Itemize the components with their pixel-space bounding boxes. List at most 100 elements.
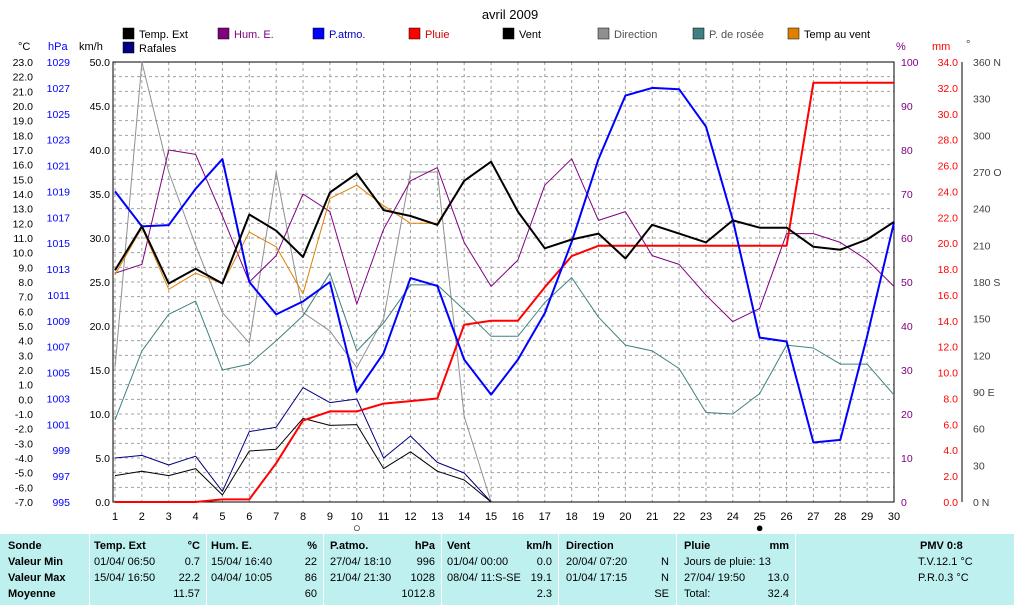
tick-label: 0.0 [95, 497, 110, 509]
legend-item: Hum. E. [217, 27, 274, 41]
x-tick-label: 4 [193, 511, 199, 523]
tick-label: 1019 [47, 186, 71, 198]
direction-max-date: 01/04/ 17:15 [566, 572, 628, 584]
pmv-title: PMV 0:8 [920, 540, 963, 552]
patmo-max-date: 21/04/ 21:30 [330, 572, 392, 584]
legend-swatch [597, 27, 610, 40]
stats-col-direction: Direction 20/04/ 07:20 N 01/04/ 17:15 N SE [566, 534, 669, 605]
x-tick-label: 19 [592, 511, 604, 523]
x-tick-label: 7 [273, 511, 279, 523]
legend-swatch [122, 41, 135, 54]
patmo-min-date: 27/04/ 18:10 [330, 556, 392, 568]
legend-label: Temp au vent [804, 29, 870, 41]
tick-label: 32.0 [938, 83, 959, 95]
tick-label: -7.0 [15, 497, 33, 509]
tick-label: 10 [901, 453, 913, 465]
tick-label: 90 [901, 101, 913, 113]
tick-label: 22.0 [938, 212, 959, 224]
tick-label: 7.0 [18, 292, 33, 304]
series-vent [114, 417, 492, 503]
vent-title: Vent [447, 540, 471, 552]
chart-axes: 23.022.021.020.019.018.017.016.015.014.0… [13, 39, 1002, 523]
legend-item: Temp au vent [787, 27, 870, 41]
sonde-title: Sonde [8, 540, 42, 552]
rain-axis: 34.0 32.0 30.0 28.0 26.0 24.0 22.0 20.0 18.0 16.0… [938, 57, 959, 509]
patmo-title: P.atmo. [330, 540, 369, 552]
stats-col-hum: Hum. E.% 15/04/ 16:40 22 04/04/ 10:05 86 6… [211, 534, 317, 605]
tick-label: 30 [973, 460, 985, 472]
stats-col-vent: Vent km/h 01/04/ 00:00 0.0 08/04/ 11:S-SE 1… [447, 534, 552, 605]
x-tick-label: 9 [327, 511, 333, 523]
tick-label: 90 E [973, 387, 995, 399]
tick-label: 20.0 [13, 101, 34, 113]
label-avg: Moyenne [8, 588, 56, 600]
direction-max-value: N [661, 572, 669, 584]
x-tick-label: 22 [673, 511, 685, 523]
temp-axis: 23.0 22.0 21.0 20.0 19.0 18.0 17.0 16.0 15.0 14.0… [13, 57, 34, 509]
tick-label: 0 N [973, 497, 989, 509]
tick-label: 12.0 [938, 342, 959, 354]
tick-label: 70 [901, 189, 913, 201]
tick-label: 10.0 [13, 248, 34, 260]
temp-axis-unit: °C [18, 41, 30, 53]
pressure-axis-unit: hPa [48, 41, 68, 53]
tick-label: 180 S [973, 277, 1000, 289]
temp-unit: °C [187, 540, 200, 552]
tick-label: 330 [973, 94, 991, 106]
series-line [114, 387, 492, 503]
tick-label: 0.0 [943, 497, 958, 509]
tick-label: 30 [901, 365, 913, 377]
tick-label: 35.0 [90, 189, 111, 201]
tick-label: 23.0 [13, 57, 34, 69]
series-pluie [115, 81, 894, 503]
stats-col-pluie: Pluie mm Jours de pluie: 13 27/04/ 19:50 1… [684, 534, 789, 605]
tick-label: 1025 [47, 109, 71, 121]
chart-grid [113, 62, 895, 502]
tick-label: 300 [973, 130, 991, 142]
tick-label: 10.0 [90, 409, 111, 421]
legend-label: Temp. Ext [139, 29, 188, 41]
x-tick-label: 17 [539, 511, 551, 523]
tick-label: 26.0 [938, 161, 959, 173]
tick-label: 1013 [47, 264, 71, 276]
direction-min-value: N [661, 556, 669, 568]
direction-min-date: 20/04/ 07:20 [566, 556, 628, 568]
series-line [114, 180, 465, 295]
temp-avg-value: 11.57 [173, 588, 200, 600]
direction-axis-unit: ° [966, 39, 970, 51]
tick-label: 16.0 [13, 160, 34, 172]
tick-label: 30.0 [90, 233, 111, 245]
tick-label: 20 [901, 409, 913, 421]
x-tick-label: 27 [807, 511, 819, 523]
vent-min-date: 01/04/ 00:00 [447, 556, 509, 568]
plot-frame [112, 61, 895, 503]
label-max: Valeur Max [8, 572, 66, 584]
legend-swatch [408, 27, 421, 40]
x-tick-label: 3 [166, 511, 172, 523]
pluie-rain-days: Jours de pluie: 13 [684, 556, 771, 568]
tick-label: 0.0 [18, 394, 33, 406]
temp-max-value: 22.2 [178, 572, 200, 584]
tick-label: 20.0 [90, 321, 111, 333]
x-tick-label: 2 [139, 511, 145, 523]
series-temp-ext [114, 160, 895, 285]
tick-label: 25.0 [90, 277, 111, 289]
tick-label: 1005 [47, 368, 71, 380]
tick-label: 150 [973, 314, 991, 326]
chart-series [114, 61, 895, 503]
legend-label: Direction [614, 29, 657, 41]
tick-label: 45.0 [90, 101, 111, 113]
tick-label: 2.0 [18, 365, 33, 377]
pluie-total-value: 32.4 [767, 588, 789, 600]
tick-label: 22.0 [13, 72, 34, 84]
hum-title: Hum. E. [211, 540, 252, 552]
tick-label: 28.0 [938, 135, 959, 147]
legend-swatch [312, 27, 325, 40]
tick-label: 4.0 [943, 445, 958, 457]
tick-label: 360 N [973, 57, 1001, 69]
legend-item: P. de rosée [692, 27, 764, 41]
series-line [114, 272, 895, 421]
stats-col-sonde: Sonde Valeur Min Valeur Max Moyenne [8, 534, 88, 605]
x-tick-label: 20 [619, 511, 631, 523]
chart-legend: Temp. Ext Rafales Hum. E. P.atmo. Pluie Vent D… [122, 27, 870, 55]
